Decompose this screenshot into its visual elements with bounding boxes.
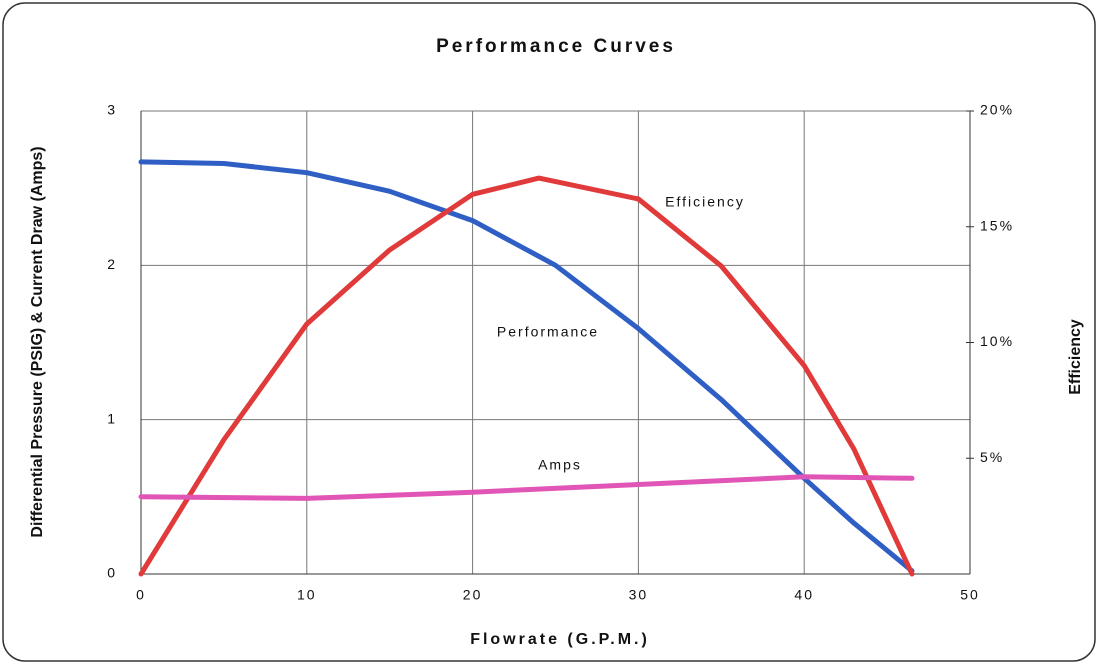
x-tick-label: 20	[463, 587, 483, 603]
y2-tick-label: 10%	[980, 333, 1014, 349]
series-label: Efficiency	[665, 194, 745, 210]
x-tick-label: 50	[960, 587, 980, 603]
y-tick-label: 0	[107, 565, 117, 581]
y-tick-label: 2	[107, 256, 117, 272]
series-line	[138, 474, 915, 501]
series-line	[138, 159, 915, 574]
x-axis-title: Flowrate (G.P.M.)	[470, 631, 650, 648]
y2-axis-title: Efficiency	[1067, 319, 1084, 395]
x-tick-label: 40	[794, 587, 814, 603]
y2-tick-label: 20%	[980, 102, 1014, 118]
y2-tick-label: 15%	[980, 217, 1014, 233]
series-label: Amps	[538, 457, 582, 473]
x-tick-label: 0	[136, 587, 146, 603]
y-axis-title: Differential Pressure (PSIG) & Current D…	[29, 146, 46, 537]
x-tick-label: 30	[629, 587, 649, 603]
y-tick-label: 1	[107, 410, 117, 426]
y-tick-label: 3	[107, 102, 117, 118]
series-label: Performance	[497, 324, 599, 340]
chart-title: Performance Curves	[436, 36, 676, 57]
series-line	[138, 175, 915, 577]
y2-tick-label: 5%	[980, 449, 1004, 465]
x-tick-label: 10	[297, 587, 317, 603]
